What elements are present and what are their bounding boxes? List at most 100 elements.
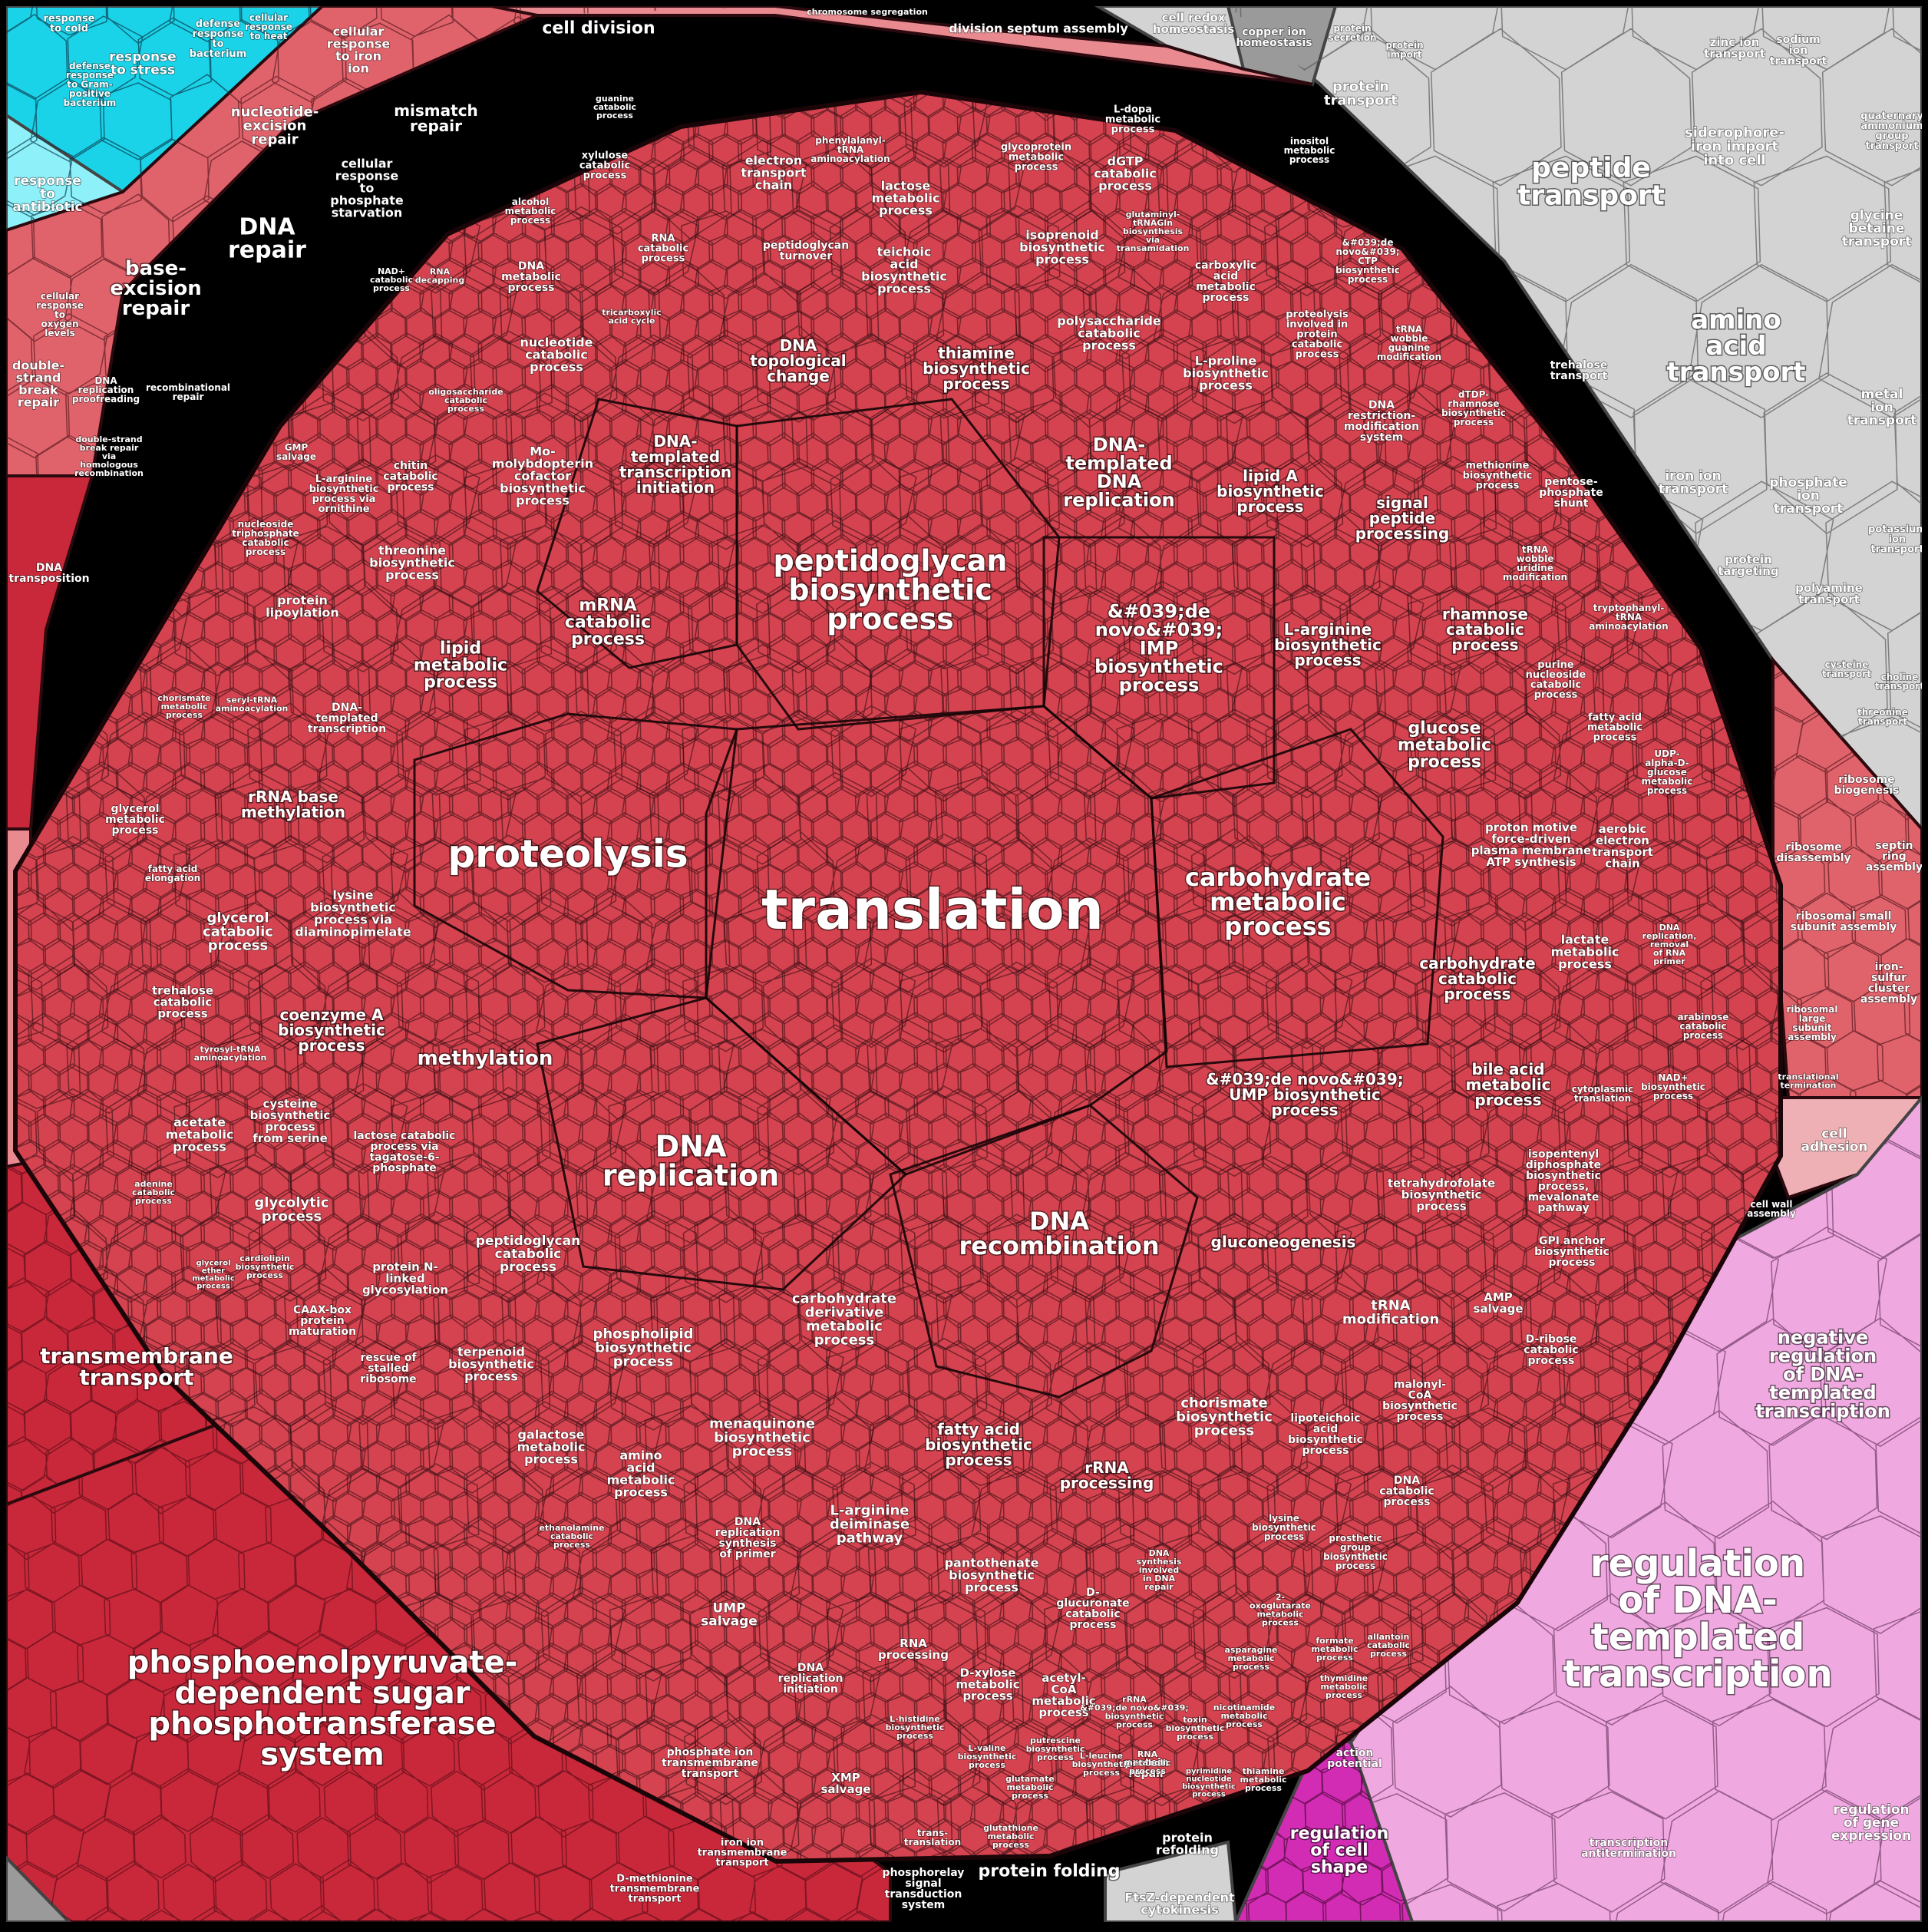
label-alcohol-metabolic: alcohol metabolic process xyxy=(505,197,556,226)
label-acetyl-coa: acetyl-CoA metabolic process xyxy=(1032,1671,1095,1719)
label-ethanolamine: ethanolamine catabolic process xyxy=(539,1523,604,1550)
label-protein-secretion: protein secretion xyxy=(1328,23,1376,43)
label-glutathione: glutathione metabolic process xyxy=(983,1823,1038,1850)
region-cell-division[interactable] xyxy=(490,5,1313,86)
label-nucleotide-catabolic: nucleotide catabolic process xyxy=(520,335,593,375)
label-cell-division: cell division xyxy=(542,19,655,38)
label-rrna-processing: rRNA processing xyxy=(1060,1458,1154,1492)
label-lactose-tagatose: lactose catabolic process via tagatose-6-p… xyxy=(354,1130,456,1174)
label-protein-n-linked: protein N-linked glycosylation xyxy=(362,1260,448,1296)
label-dna-proofreading: DNA replication proofreading xyxy=(72,375,140,405)
label-transmembrane-transport: transmembrane transport xyxy=(40,1343,233,1390)
label-pentose-phosphate: pentose-phosphate shunt xyxy=(1539,476,1603,510)
label-dna-transposition: DNA transposition xyxy=(8,562,89,585)
label-tyrosyl: tyrosyl-tRNA aminoacylation xyxy=(194,1044,267,1062)
label-chromosome-segregation: chromosome segregation xyxy=(807,7,928,17)
label-malonyl: malonyl-CoA biosynthetic process xyxy=(1382,1379,1458,1423)
label-cytoplasmic-translation: cytoplasmic translation xyxy=(1572,1084,1634,1104)
label-translational-termination: translational termination xyxy=(1778,1072,1838,1090)
label-tricarboxylic: tricarboxylic acid cycle xyxy=(602,307,662,325)
label-fatty-acid-elongation: fatty acid elongation xyxy=(145,864,200,883)
label-tetrahydrofolate: tetrahydrofolate biosynthetic process xyxy=(1388,1176,1495,1213)
label-sodium-ion: sodium ion transport xyxy=(1770,34,1827,68)
label-de-novo-ctp: &#039;de novo&#039; CTP biosynthetic process xyxy=(1335,237,1400,285)
label-rrna-base: rRNA base methylation xyxy=(241,788,345,821)
label-ribosomal-large: ribosomal large subunit assembly xyxy=(1787,1004,1838,1042)
label-l-valine: L-valine biosynthetic process xyxy=(958,1743,1017,1770)
label-chitin: chitin catabolic process xyxy=(383,460,437,494)
label-proton-motive: proton motive force-driven plasma membrane… xyxy=(1471,821,1591,869)
label-terpenoid: terpenoid biosynthetic process xyxy=(448,1345,534,1384)
major-cell-border xyxy=(1042,536,1276,800)
label-phosphate-ion-transport: phosphate ion transport xyxy=(1769,475,1847,517)
label-choline: choline transport xyxy=(1875,672,1924,692)
label-rrna-de-novo: rRNA &#039;de novo&#039; biosynthetic proce… xyxy=(1080,1694,1189,1729)
label-regulation-cell-shape: regulation of cell shape xyxy=(1290,1825,1388,1878)
label-dna-restriction: DNA restriction-modification system xyxy=(1344,399,1419,444)
label-putrescine: putrescine biosynthetic process xyxy=(1026,1735,1085,1762)
label-methylation: methylation xyxy=(418,1047,553,1070)
label-seryl: seryl-tRNA aminoacylation xyxy=(216,695,289,713)
label-dna-catabolic: DNA catabolic process xyxy=(1379,1475,1434,1508)
label-de-novo-imp: &#039;de novo&#039; IMP biosynthetic process xyxy=(1094,600,1223,695)
label-rna-processing: RNA processing xyxy=(878,1636,949,1662)
label-dtdp-rhamnose: dTDP-rhamnose biosynthetic process xyxy=(1441,389,1506,428)
label-mismatch-repair: mismatch repair xyxy=(394,101,478,135)
label-cysteine-transport: cysteine transport xyxy=(1822,659,1871,679)
label-thiamine: thiamine biosynthetic process xyxy=(923,344,1030,393)
label-ribosomal-small: ribosomal small subunit assembly xyxy=(1791,910,1897,933)
label-d-xylose: D-xylose metabolic process xyxy=(956,1666,1019,1702)
label-phosphorelay: phosphorelay signal transduction system xyxy=(883,1867,965,1911)
label-lysine-bio: lysine biosynthetic process via diaminopime… xyxy=(295,888,411,940)
label-proteolysis: proteolysis xyxy=(447,832,688,877)
label-trehalose-transport: trehalose transport xyxy=(1550,359,1608,382)
label-nucleoside-triphosphate: nucleoside triphosphate catabolic process xyxy=(232,519,299,557)
label-protein-folding: protein folding xyxy=(979,1862,1121,1881)
label-ribosome-biogenesis: ribosome biogenesis xyxy=(1834,774,1900,797)
label-carbohydrate-catabolic: carbohydrate catabolic process xyxy=(1419,954,1535,1003)
label-gluconeogenesis: gluconeogenesis xyxy=(1211,1233,1356,1251)
label-threonine: threonine biosynthetic process xyxy=(369,543,455,583)
label-amino-acid-transport: amino acid transport xyxy=(1666,305,1805,388)
label-udp-alpha: UDP-alpha-D-glucose metabolic process xyxy=(1642,748,1693,796)
label-l-proline: L-proline biosynthetic process xyxy=(1183,354,1269,393)
label-dna-replication-primer: DNA replication synthesis of primer xyxy=(715,1516,781,1560)
label-rescue-ribosome: rescue of stalled ribosome xyxy=(360,1352,417,1385)
label-trna-modification: tRNA modification xyxy=(1342,1297,1439,1327)
label-pantothenate: pantothenate biosynthetic process xyxy=(945,1556,1039,1595)
label-amp-salvage: AMP salvage xyxy=(1473,1290,1523,1316)
label-trans-translation: trans-translation xyxy=(904,1828,961,1848)
label-fatty-acid-bio: fatty acid biosynthetic process xyxy=(925,1420,1032,1469)
label-dna-templated-replication: DNA-templated DNA replication xyxy=(1063,434,1174,510)
label-l-arginine-bio: L-arginine biosynthetic process xyxy=(1274,620,1382,669)
label-dna-metabolic: DNA metabolic process xyxy=(501,260,561,294)
label-guanine-catabolic: guanine catabolic process xyxy=(593,94,636,121)
label-zinc-ion: zinc ion transport xyxy=(1704,35,1765,61)
label-dna-replication-initiation: DNA replication initiation xyxy=(778,1662,844,1696)
label-asparagine: asparagine metabolic process xyxy=(1224,1645,1277,1672)
label-dna-topological: DNA topological change xyxy=(750,336,846,385)
label-response-to-cold: response to cold xyxy=(43,13,94,35)
label-oxoglutarate: 2-oxoglutarate metabolic process xyxy=(1250,1592,1311,1627)
label-ftsz: FtsZ-dependent cytokinesis xyxy=(1124,1891,1235,1917)
label-threonine-transport: threonine transport xyxy=(1857,707,1908,727)
label-phosphate-ion-transmembrane: phosphate ion transmembrane transport xyxy=(662,1746,758,1780)
label-methionine-bio: methionine biosynthetic process xyxy=(1463,461,1533,492)
label-toxin: toxin biosynthetic process xyxy=(1166,1715,1225,1742)
label-peptidoglycan-catabolic: peptidoglycan catabolic process xyxy=(476,1234,580,1275)
label-dna-synthesis-repair: DNA synthesis involved in DNA repair xyxy=(1137,1548,1182,1592)
label-carbohydrate-metabolic: carbohydrate metabolic process xyxy=(1185,863,1371,941)
label-cellular-phosphate: cellular response to phosphate starvation xyxy=(330,157,404,220)
label-protein-refolding: protein refolding xyxy=(1156,1831,1219,1858)
label-dna-repair: DNA repair xyxy=(228,214,306,264)
label-pts: phosphoenolpyruvate-dependent sugar phosp… xyxy=(127,1645,518,1772)
label-lactose-metabolic: lactose metabolic process xyxy=(872,179,940,218)
label-metal-ion-transport: metal ion transport xyxy=(1847,387,1917,428)
label-dna-replication-removal: DNA replication, removal of RNA primer xyxy=(1642,923,1697,966)
label-recombinational: recombinational repair xyxy=(146,382,230,402)
label-nad-catabolic: NAD+ catabolic process xyxy=(370,266,413,293)
label-division-septum: division septum assembly xyxy=(949,21,1128,36)
label-iron-ion-transmembrane: iron ion transmembrane transport xyxy=(698,1838,787,1869)
